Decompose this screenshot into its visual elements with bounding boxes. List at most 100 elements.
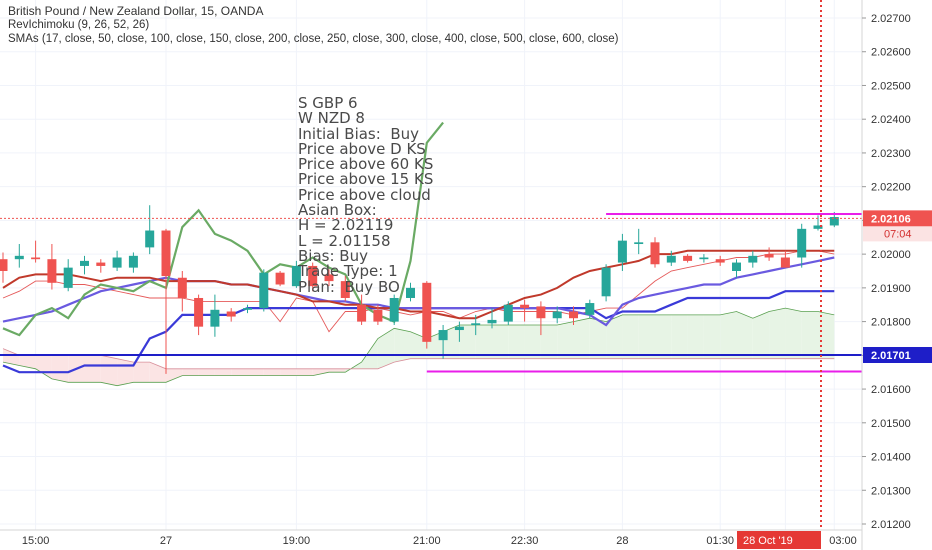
candle-body[interactable] xyxy=(210,309,220,327)
candle-body[interactable] xyxy=(585,303,595,315)
candle-body[interactable] xyxy=(128,255,138,268)
candle-body[interactable] xyxy=(454,326,464,331)
candle-body[interactable] xyxy=(291,265,301,287)
candle-body[interactable] xyxy=(308,265,318,287)
candle-body[interactable] xyxy=(357,304,367,322)
cloud-segment xyxy=(214,368,232,376)
cloud-segment xyxy=(492,324,509,359)
candle-body[interactable] xyxy=(406,287,415,298)
candle-body[interactable] xyxy=(63,267,73,288)
candle-body[interactable] xyxy=(471,323,481,325)
cloud-segment xyxy=(296,368,313,376)
countdown-label: 07:04 xyxy=(884,228,912,240)
candle-body[interactable] xyxy=(666,255,676,263)
candle-body[interactable] xyxy=(96,262,106,266)
cloud-segment xyxy=(3,348,20,366)
sma-legend[interactable]: SMAs (17, close, 50, close, 100, close, … xyxy=(8,33,619,45)
cloud-segment xyxy=(801,311,818,359)
candlesticks[interactable] xyxy=(0,205,839,374)
candle-body[interactable] xyxy=(389,297,399,322)
candle-body[interactable] xyxy=(275,272,285,285)
green-sma-line xyxy=(2,121,444,337)
candle-body[interactable] xyxy=(80,260,89,266)
date-marker-badge[interactable] xyxy=(737,531,821,549)
candle-body[interactable] xyxy=(31,257,41,260)
candle-body[interactable] xyxy=(650,242,660,265)
price-tick-label: 2.02000 xyxy=(871,249,911,261)
price-tick-label: 2.01900 xyxy=(871,283,911,295)
candle-body[interactable] xyxy=(813,225,823,229)
cloud-segment xyxy=(394,328,411,363)
candle-body[interactable] xyxy=(780,257,790,268)
note-line: H = 2.02119 xyxy=(298,216,394,235)
candle-body[interactable] xyxy=(324,274,334,282)
candle-body[interactable] xyxy=(422,282,432,342)
cloud-segment xyxy=(361,338,378,369)
candle-body[interactable] xyxy=(438,330,448,341)
candle-body[interactable] xyxy=(520,304,530,309)
price-tick-label: 2.01400 xyxy=(871,452,911,464)
cloud-segment xyxy=(459,324,476,359)
note-line: Asian Box: xyxy=(298,201,377,220)
candle-body[interactable] xyxy=(797,228,807,258)
candle-body[interactable] xyxy=(14,255,24,260)
note-line: L = 2.01158 xyxy=(298,231,391,250)
candle-body[interactable] xyxy=(112,257,122,268)
cloud-segment xyxy=(329,368,346,373)
candle-body[interactable] xyxy=(373,309,383,322)
time-axis[interactable]: 15:00 27 19:00 21:00 22:30 28 01:30 28 Oct '19 0… xyxy=(0,529,862,549)
price-axis[interactable]: 2.02700 2.02600 2.02500 2.02400 2.02300 2.022… xyxy=(861,0,932,550)
candle-body[interactable] xyxy=(161,230,171,277)
candle-body[interactable] xyxy=(194,297,204,327)
candle-body[interactable] xyxy=(552,311,562,319)
cloud-segment xyxy=(589,318,607,359)
last-price-badge[interactable] xyxy=(863,210,932,227)
symbol-legend[interactable]: British Pound / New Zealand Dollar, 15, … xyxy=(8,4,264,18)
cloud-segment xyxy=(100,355,118,386)
candle-body[interactable] xyxy=(340,281,350,298)
candle-body[interactable] xyxy=(683,255,693,261)
candle-body[interactable] xyxy=(617,240,627,263)
cloud-segment xyxy=(540,324,558,359)
candle-body[interactable] xyxy=(569,311,578,319)
purple-sma-line xyxy=(2,256,835,327)
candle-body[interactable] xyxy=(487,319,497,324)
time-tick-label: 22:30 xyxy=(511,535,539,547)
candle-body[interactable] xyxy=(634,242,644,245)
candle-body[interactable] xyxy=(601,267,611,297)
candle-body[interactable] xyxy=(177,277,187,298)
candle-body[interactable] xyxy=(699,257,709,260)
candle-body[interactable] xyxy=(47,259,57,283)
candle-body[interactable] xyxy=(748,255,758,263)
candle-body[interactable] xyxy=(0,259,8,271)
candle-body[interactable] xyxy=(829,217,839,226)
cloud-segment xyxy=(280,368,297,376)
last-price-label: 2.02106 xyxy=(871,213,911,225)
candle-body[interactable] xyxy=(732,262,741,271)
cloud-segment xyxy=(818,311,835,359)
countdown-badge xyxy=(863,226,932,242)
price-tick-label: 2.02500 xyxy=(871,80,911,92)
candle-body[interactable] xyxy=(764,254,774,258)
cloud-segment xyxy=(508,324,525,359)
note-line: Price above D KS xyxy=(298,139,426,158)
candle-body[interactable] xyxy=(536,306,546,319)
cloud-segment xyxy=(671,314,688,359)
candle-body[interactable] xyxy=(259,272,269,309)
cloud-segment xyxy=(133,362,150,383)
cloud-segment xyxy=(736,311,753,359)
candle-body[interactable] xyxy=(715,259,725,263)
candle-body[interactable] xyxy=(243,308,252,310)
candle-body[interactable] xyxy=(226,311,236,317)
candle-body[interactable] xyxy=(503,304,513,322)
ichimoku-legend[interactable]: RevIchimoku (9, 26, 52, 26) xyxy=(8,19,150,31)
support-price-badge[interactable] xyxy=(863,346,932,363)
cloud-segment xyxy=(703,314,721,359)
note-line: Bias: Buy xyxy=(298,246,368,265)
candle-body[interactable] xyxy=(145,230,155,248)
horizontal-levels[interactable] xyxy=(0,0,862,530)
cloud-segment xyxy=(166,368,183,383)
cloud-segment xyxy=(263,368,281,376)
